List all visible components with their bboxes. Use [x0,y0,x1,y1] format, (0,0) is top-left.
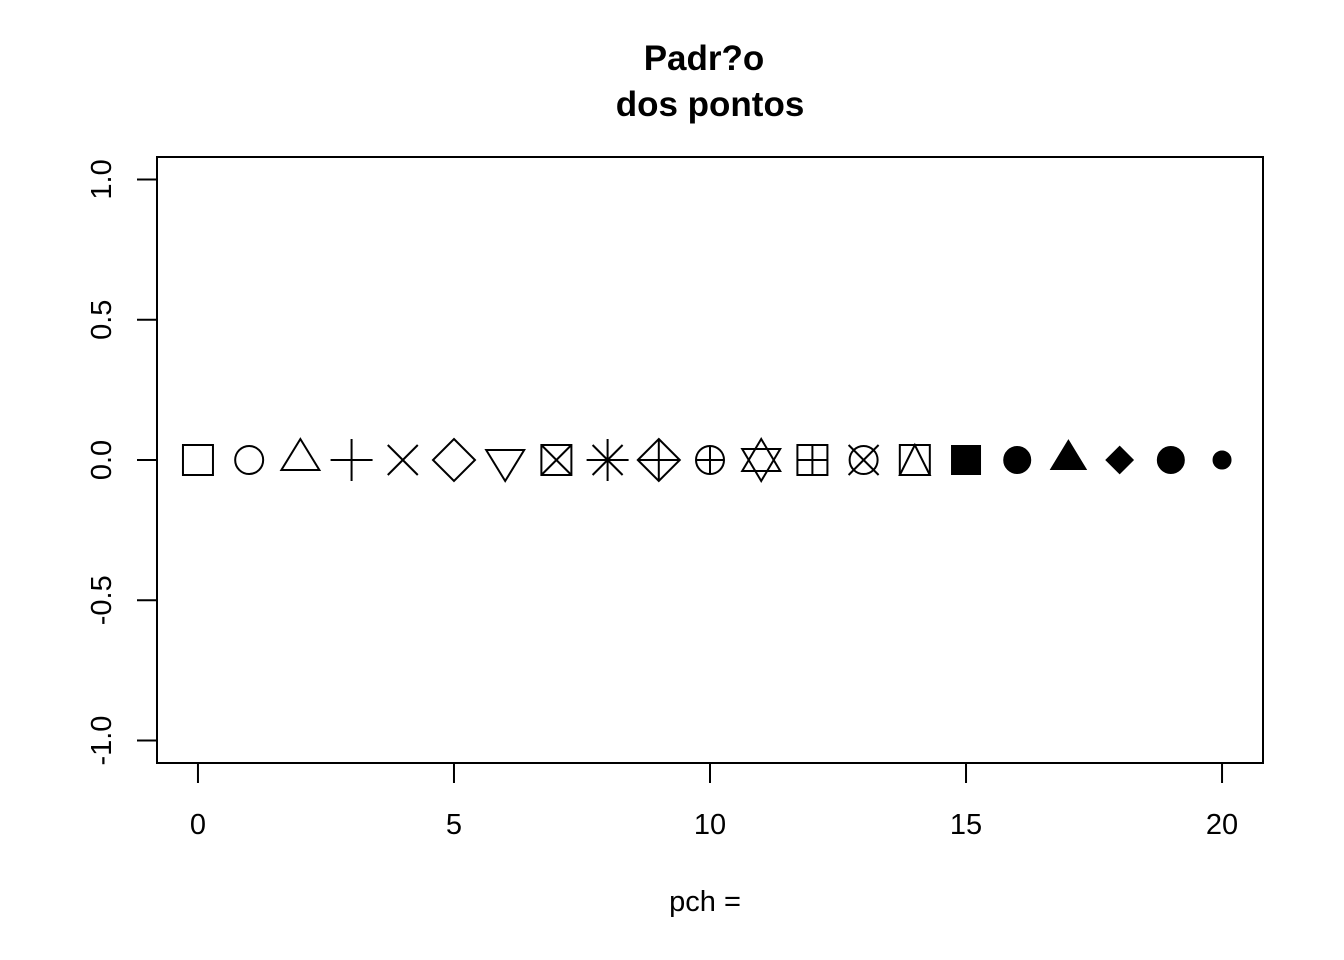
data-point [279,437,322,471]
x-tick-label: 5 [446,809,462,841]
point-markers [181,437,1232,483]
y-axis: -1.0 -0.5 0.0 0.5 1.0 [86,159,158,766]
data-point [1105,445,1135,475]
data-point [695,445,725,475]
data-point [234,445,265,475]
data-point [898,442,932,476]
data-point [431,437,477,483]
data-point [1049,439,1088,470]
data-point [1212,450,1232,470]
x-tick-label: 15 [950,809,982,841]
data-point [540,444,573,476]
chart-title-line-2: dos pontos [616,85,805,124]
data-point [181,444,214,476]
data-point [586,439,629,481]
data-point [796,444,829,476]
data-point [847,444,880,476]
y-tick-label: -0.5 [86,575,118,625]
x-axis: 0 5 10 15 20 [190,762,1238,841]
data-point [636,437,682,483]
data-point [1156,446,1185,474]
chart-title-line-1: Padr?o [644,39,765,78]
data-point [484,449,526,483]
x-tick-label: 0 [190,809,206,841]
data-point [387,444,419,476]
y-tick-label: -1.0 [86,716,118,766]
data-point [740,437,782,483]
data-point [1003,446,1032,474]
x-axis-label: pch = [669,886,741,918]
y-tick-label: 0.0 [86,440,118,480]
y-tick-label: 1.0 [86,159,118,199]
data-point [330,439,373,481]
y-tick-label: 0.5 [86,300,118,340]
x-tick-label: 20 [1206,809,1238,841]
data-point [951,445,982,475]
x-tick-label: 10 [694,809,726,841]
